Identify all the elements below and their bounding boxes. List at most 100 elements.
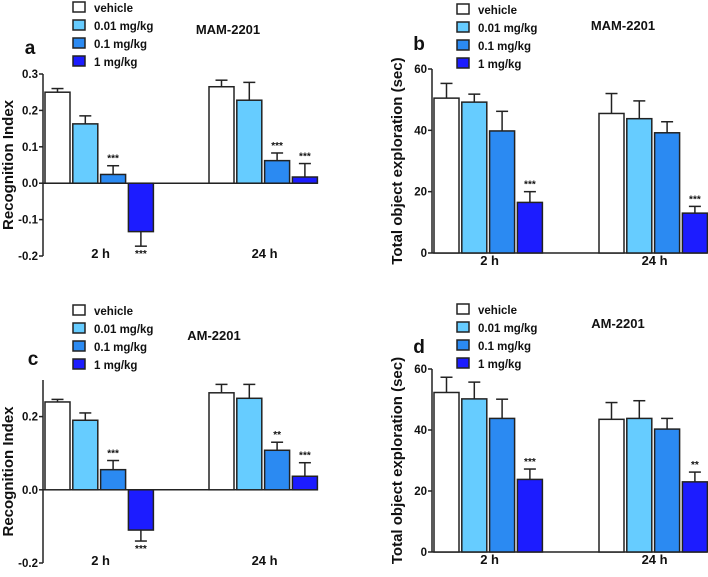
- y-axis-label: Total object exploration (sec): [389, 57, 406, 264]
- legend-swatch: [456, 339, 470, 351]
- bar: [681, 212, 708, 254]
- bar: [488, 130, 516, 254]
- bar: [99, 468, 127, 491]
- panel-a: a MAM-2201 vehicle 0.01 mg/kg 0.1 mg/kg 1 mg/…: [0, 1, 319, 263]
- y-tick-label: 20: [414, 187, 427, 199]
- significance-label: ***: [271, 141, 283, 152]
- significance-label: ***: [299, 152, 311, 163]
- legend-swatch: [72, 358, 86, 370]
- y-tick-label: -0.2: [18, 251, 38, 263]
- bar: [263, 159, 291, 184]
- bar: [291, 475, 319, 491]
- bar: [44, 401, 71, 491]
- legend-entry: vehicle: [478, 305, 517, 317]
- legend-entry: 0.1 mg/kg: [478, 341, 531, 353]
- legend-entry: 1 mg/kg: [94, 360, 137, 372]
- bar: [127, 182, 155, 233]
- bar: [291, 176, 319, 184]
- legend-entry: 1 mg/kg: [478, 359, 521, 371]
- y-tick-label: 40: [414, 125, 427, 137]
- bar: [263, 449, 291, 491]
- legend-entry: 0.01 mg/kg: [94, 324, 153, 336]
- category-label: 2 h: [91, 246, 110, 261]
- legend-swatch: [456, 21, 470, 33]
- category-label: 24 h: [642, 253, 668, 268]
- bar: [72, 419, 99, 491]
- bar: [208, 392, 235, 491]
- y-tick-label: -0.2: [18, 558, 38, 570]
- y-tick-label: 0.1: [22, 142, 39, 154]
- panel-label: d: [413, 337, 425, 358]
- legend-entry: vehicle: [94, 306, 133, 318]
- bar: [461, 101, 488, 254]
- panel-label: c: [28, 349, 39, 370]
- legend-entry: 1 mg/kg: [478, 59, 521, 71]
- bar: [208, 85, 235, 184]
- legend-entry: 0.01 mg/kg: [478, 23, 537, 35]
- chart-title: MAM-2201: [196, 22, 260, 37]
- significance-label: ***: [524, 457, 536, 468]
- significance-label: ***: [135, 544, 147, 555]
- legend-swatch: [456, 357, 470, 369]
- legend-swatch: [72, 1, 86, 13]
- legend-swatch: [456, 57, 470, 69]
- y-axis-label: Recognition Index: [0, 99, 17, 230]
- bar: [72, 123, 99, 184]
- legend-swatch: [72, 340, 86, 352]
- legend-entry: 0.1 mg/kg: [478, 41, 531, 53]
- y-tick-label: 0.0: [22, 178, 38, 190]
- chart-title: MAM-2201: [591, 18, 655, 33]
- category-label: 24 h: [252, 246, 278, 261]
- y-tick-label: 20: [414, 486, 427, 498]
- bar: [44, 91, 71, 184]
- y-tick-label: 60: [414, 364, 427, 376]
- legend-swatch: [72, 304, 86, 316]
- legend-entry: 0.01 mg/kg: [94, 21, 153, 33]
- significance-label: ***: [689, 194, 701, 205]
- category-label: 24 h: [642, 552, 668, 567]
- panel-b: b MAM-2201 vehicle 0.01 mg/kg 0.1 mg/kg 1 mg/…: [389, 3, 708, 268]
- y-tick-label: 0: [421, 547, 427, 559]
- y-tick-label: 40: [414, 425, 427, 437]
- category-label: 24 h: [252, 553, 278, 568]
- bar: [653, 428, 681, 553]
- legend-swatch: [456, 3, 470, 15]
- legend-entry: 0.1 mg/kg: [94, 342, 147, 354]
- significance-label: ***: [107, 154, 119, 165]
- y-axis-label: Total object exploration (sec): [389, 357, 406, 564]
- significance-label: ***: [135, 249, 147, 260]
- panel-d: d AM-2201 vehicle 0.01 mg/kg 0.1 mg/kg 1 mg/k…: [389, 303, 708, 567]
- category-label: 2 h: [480, 552, 499, 567]
- legend-swatch: [456, 321, 470, 333]
- legend-swatch: [456, 39, 470, 51]
- legend-entry: 1 mg/kg: [94, 57, 137, 69]
- legend-swatch: [72, 19, 86, 31]
- bar: [236, 397, 263, 491]
- y-axis-label: Recognition Index: [0, 406, 17, 537]
- bar: [236, 99, 263, 184]
- y-tick-label: 0.2: [22, 412, 38, 424]
- bar: [433, 97, 460, 254]
- bar: [598, 418, 625, 553]
- bar: [99, 173, 127, 184]
- significance-label: ***: [107, 449, 119, 460]
- significance-label: ***: [524, 180, 536, 191]
- legend-entry: 0.1 mg/kg: [94, 39, 147, 51]
- legend-entry: vehicle: [478, 5, 517, 17]
- legend-swatch: [72, 37, 86, 49]
- chart-title: AM-2201: [187, 328, 240, 343]
- bar: [516, 201, 544, 254]
- y-tick-label: -0.1: [18, 215, 38, 227]
- legend-swatch: [72, 55, 86, 67]
- panel-label: a: [25, 38, 36, 59]
- y-tick-label: 0.0: [22, 485, 38, 497]
- chart-title: AM-2201: [591, 316, 644, 331]
- category-label: 2 h: [91, 553, 110, 568]
- panel-label: b: [413, 34, 425, 55]
- bar: [488, 417, 516, 553]
- y-tick-label: 60: [414, 64, 427, 76]
- legend-entry: 0.01 mg/kg: [478, 323, 537, 335]
- bar: [598, 112, 625, 254]
